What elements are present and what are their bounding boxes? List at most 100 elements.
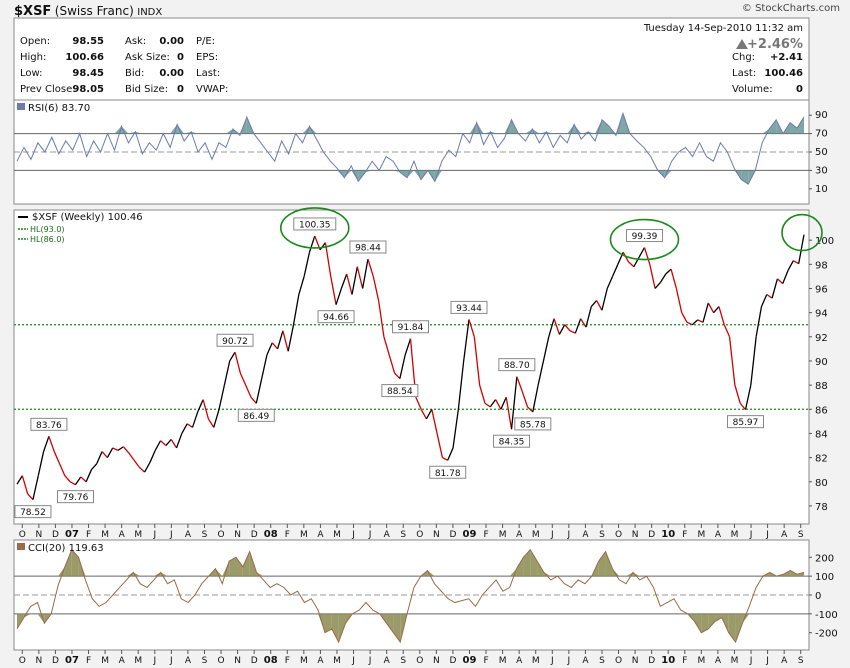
rsi-overbought-fill	[232, 129, 240, 134]
rsi-title: RSI(6) 83.70	[28, 103, 90, 114]
price-segment	[234, 352, 241, 374]
rsi-oversold-fill	[344, 170, 352, 178]
price-xaxis-label: J	[152, 530, 156, 540]
rsi-overbought-fill	[483, 131, 491, 134]
price-xaxis-label: D	[449, 530, 456, 540]
price-segment	[303, 252, 311, 277]
price-segment	[665, 268, 672, 275]
quote-value: 98.45	[72, 68, 104, 79]
price-xaxis-label: 10	[661, 529, 675, 540]
cci-xaxis-label: A	[516, 656, 523, 666]
price-xaxis-label: M	[101, 530, 109, 540]
price-segment	[394, 372, 401, 380]
quote-label: VWAP:	[196, 84, 228, 95]
price-xaxis-label: J	[749, 530, 753, 540]
price-segment	[308, 235, 316, 253]
price-annotation-box	[237, 408, 275, 422]
cci-xaxis-label: O	[19, 656, 26, 666]
price-annotation-box	[381, 384, 419, 398]
price-segment	[85, 469, 93, 483]
price-segment	[750, 336, 757, 386]
price-segment	[771, 278, 779, 299]
price-segment	[388, 354, 396, 374]
price-segment	[521, 390, 529, 408]
price-legend-label: HL(86.0)	[30, 235, 65, 244]
cci-xaxis-label: D	[648, 656, 655, 666]
rsi-oversold-fill	[393, 170, 401, 173]
price-segment	[649, 264, 656, 289]
price-ytick-label: 100	[815, 236, 834, 247]
price-xaxis-label: N	[632, 530, 639, 540]
price-annotation-box	[727, 415, 765, 429]
price-segment	[787, 260, 794, 271]
price-segment	[16, 475, 23, 485]
price-xaxis-label: O	[217, 530, 224, 540]
price-annotation-box	[30, 417, 68, 431]
rsi-overbought-fill	[574, 124, 582, 134]
cci-xaxis-label: M	[134, 656, 142, 666]
cci-xaxis-label: A	[185, 656, 192, 666]
price-segment	[101, 451, 108, 459]
cci-positive-fill	[612, 568, 620, 577]
price-xaxis-label: N	[35, 530, 42, 540]
cci-xaxis-label: S	[599, 656, 605, 666]
price-segment	[207, 418, 215, 428]
price-segment	[367, 258, 374, 277]
quote-value: 0.00	[159, 36, 184, 47]
cci-negative-fill	[715, 613, 722, 622]
price-segment	[37, 451, 45, 476]
price-segment	[69, 481, 76, 486]
cci-negative-fill	[318, 613, 325, 633]
quote-value: 98.05	[72, 84, 104, 95]
price-segment	[479, 384, 486, 404]
price-segment	[48, 436, 55, 452]
cci-positive-fill	[605, 551, 613, 577]
price-segment	[463, 319, 470, 362]
price-ytick-label: 84	[815, 429, 828, 440]
price-segment	[191, 411, 199, 428]
cci-positive-fill	[229, 557, 236, 577]
price-annotation-label: 85.97	[733, 418, 759, 428]
price-xaxis-label: S	[202, 530, 208, 540]
price-segment	[580, 318, 587, 328]
price-annotation-label: 81.78	[435, 469, 461, 479]
price-segment	[739, 402, 747, 411]
price-segment	[532, 384, 539, 413]
cci-xaxis-label: A	[119, 656, 126, 666]
price-segment	[53, 451, 61, 464]
price-segment	[697, 319, 704, 323]
quote-label: Bid Size:	[125, 84, 168, 95]
price-xaxis-label: M	[134, 530, 142, 540]
price-segment	[744, 384, 752, 410]
price-segment	[495, 399, 502, 410]
price-annotation-label: 94.66	[323, 313, 349, 323]
rsi-line	[16, 111, 805, 185]
price-segment	[117, 446, 124, 451]
cci-xaxis-label: J	[749, 656, 753, 666]
price-annotation-box	[392, 320, 429, 334]
cci-ytick-label: -200	[815, 629, 838, 640]
cci-xaxis-label: M	[532, 656, 540, 666]
price-segment	[713, 306, 720, 314]
price-segment	[356, 266, 364, 289]
cci-xaxis-label: F	[682, 656, 687, 666]
price-segment	[213, 409, 220, 428]
price-segment	[431, 409, 438, 434]
cci-positive-fill	[235, 557, 243, 577]
price-segment	[133, 459, 140, 468]
price-ytick-label: 82	[815, 454, 828, 465]
price-segment	[548, 318, 555, 337]
price-xaxis-label: A	[119, 530, 126, 540]
quote-value: 0	[177, 52, 184, 63]
price-segment	[181, 423, 188, 434]
price-segment	[442, 457, 449, 461]
price-ytick-label: 96	[815, 284, 828, 295]
cci-xaxis-label: 08	[264, 655, 278, 666]
price-segment	[654, 282, 661, 289]
price-ytick-label: 80	[815, 478, 828, 489]
quote-label: Ask:	[125, 36, 146, 47]
cci-ytick-label: 100	[815, 572, 834, 583]
cci-xaxis-label: O	[217, 656, 224, 666]
cci-xaxis-label: J	[351, 656, 355, 666]
rsi-overbought-fill	[177, 124, 185, 134]
